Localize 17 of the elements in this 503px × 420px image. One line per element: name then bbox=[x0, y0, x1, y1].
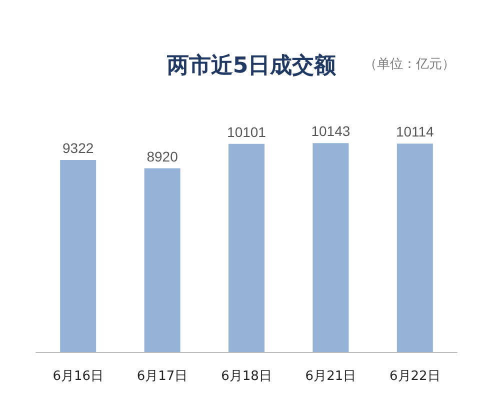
bar bbox=[312, 143, 349, 352]
text: （单位：亿元） bbox=[364, 57, 455, 72]
x-tick-label: 6月21日 bbox=[305, 369, 356, 384]
data-label: 10143 bbox=[311, 123, 350, 140]
data-label: 10101 bbox=[227, 124, 266, 140]
bar bbox=[228, 144, 264, 352]
chart-title: 两市近5日成交额 bbox=[166, 52, 338, 78]
bar bbox=[144, 168, 180, 352]
data-label: 8920 bbox=[146, 148, 178, 164]
x-tick-label: 6月17日 bbox=[136, 369, 188, 384]
bar bbox=[396, 144, 433, 352]
x-tick-label: 6月16日 bbox=[52, 369, 104, 384]
data-label: 9322 bbox=[62, 140, 94, 156]
data-label: 10114 bbox=[396, 124, 434, 140]
x-tick-label: 6月22日 bbox=[389, 369, 440, 384]
x-tick-label: 6月18日 bbox=[221, 369, 272, 384]
bar bbox=[60, 160, 96, 352]
